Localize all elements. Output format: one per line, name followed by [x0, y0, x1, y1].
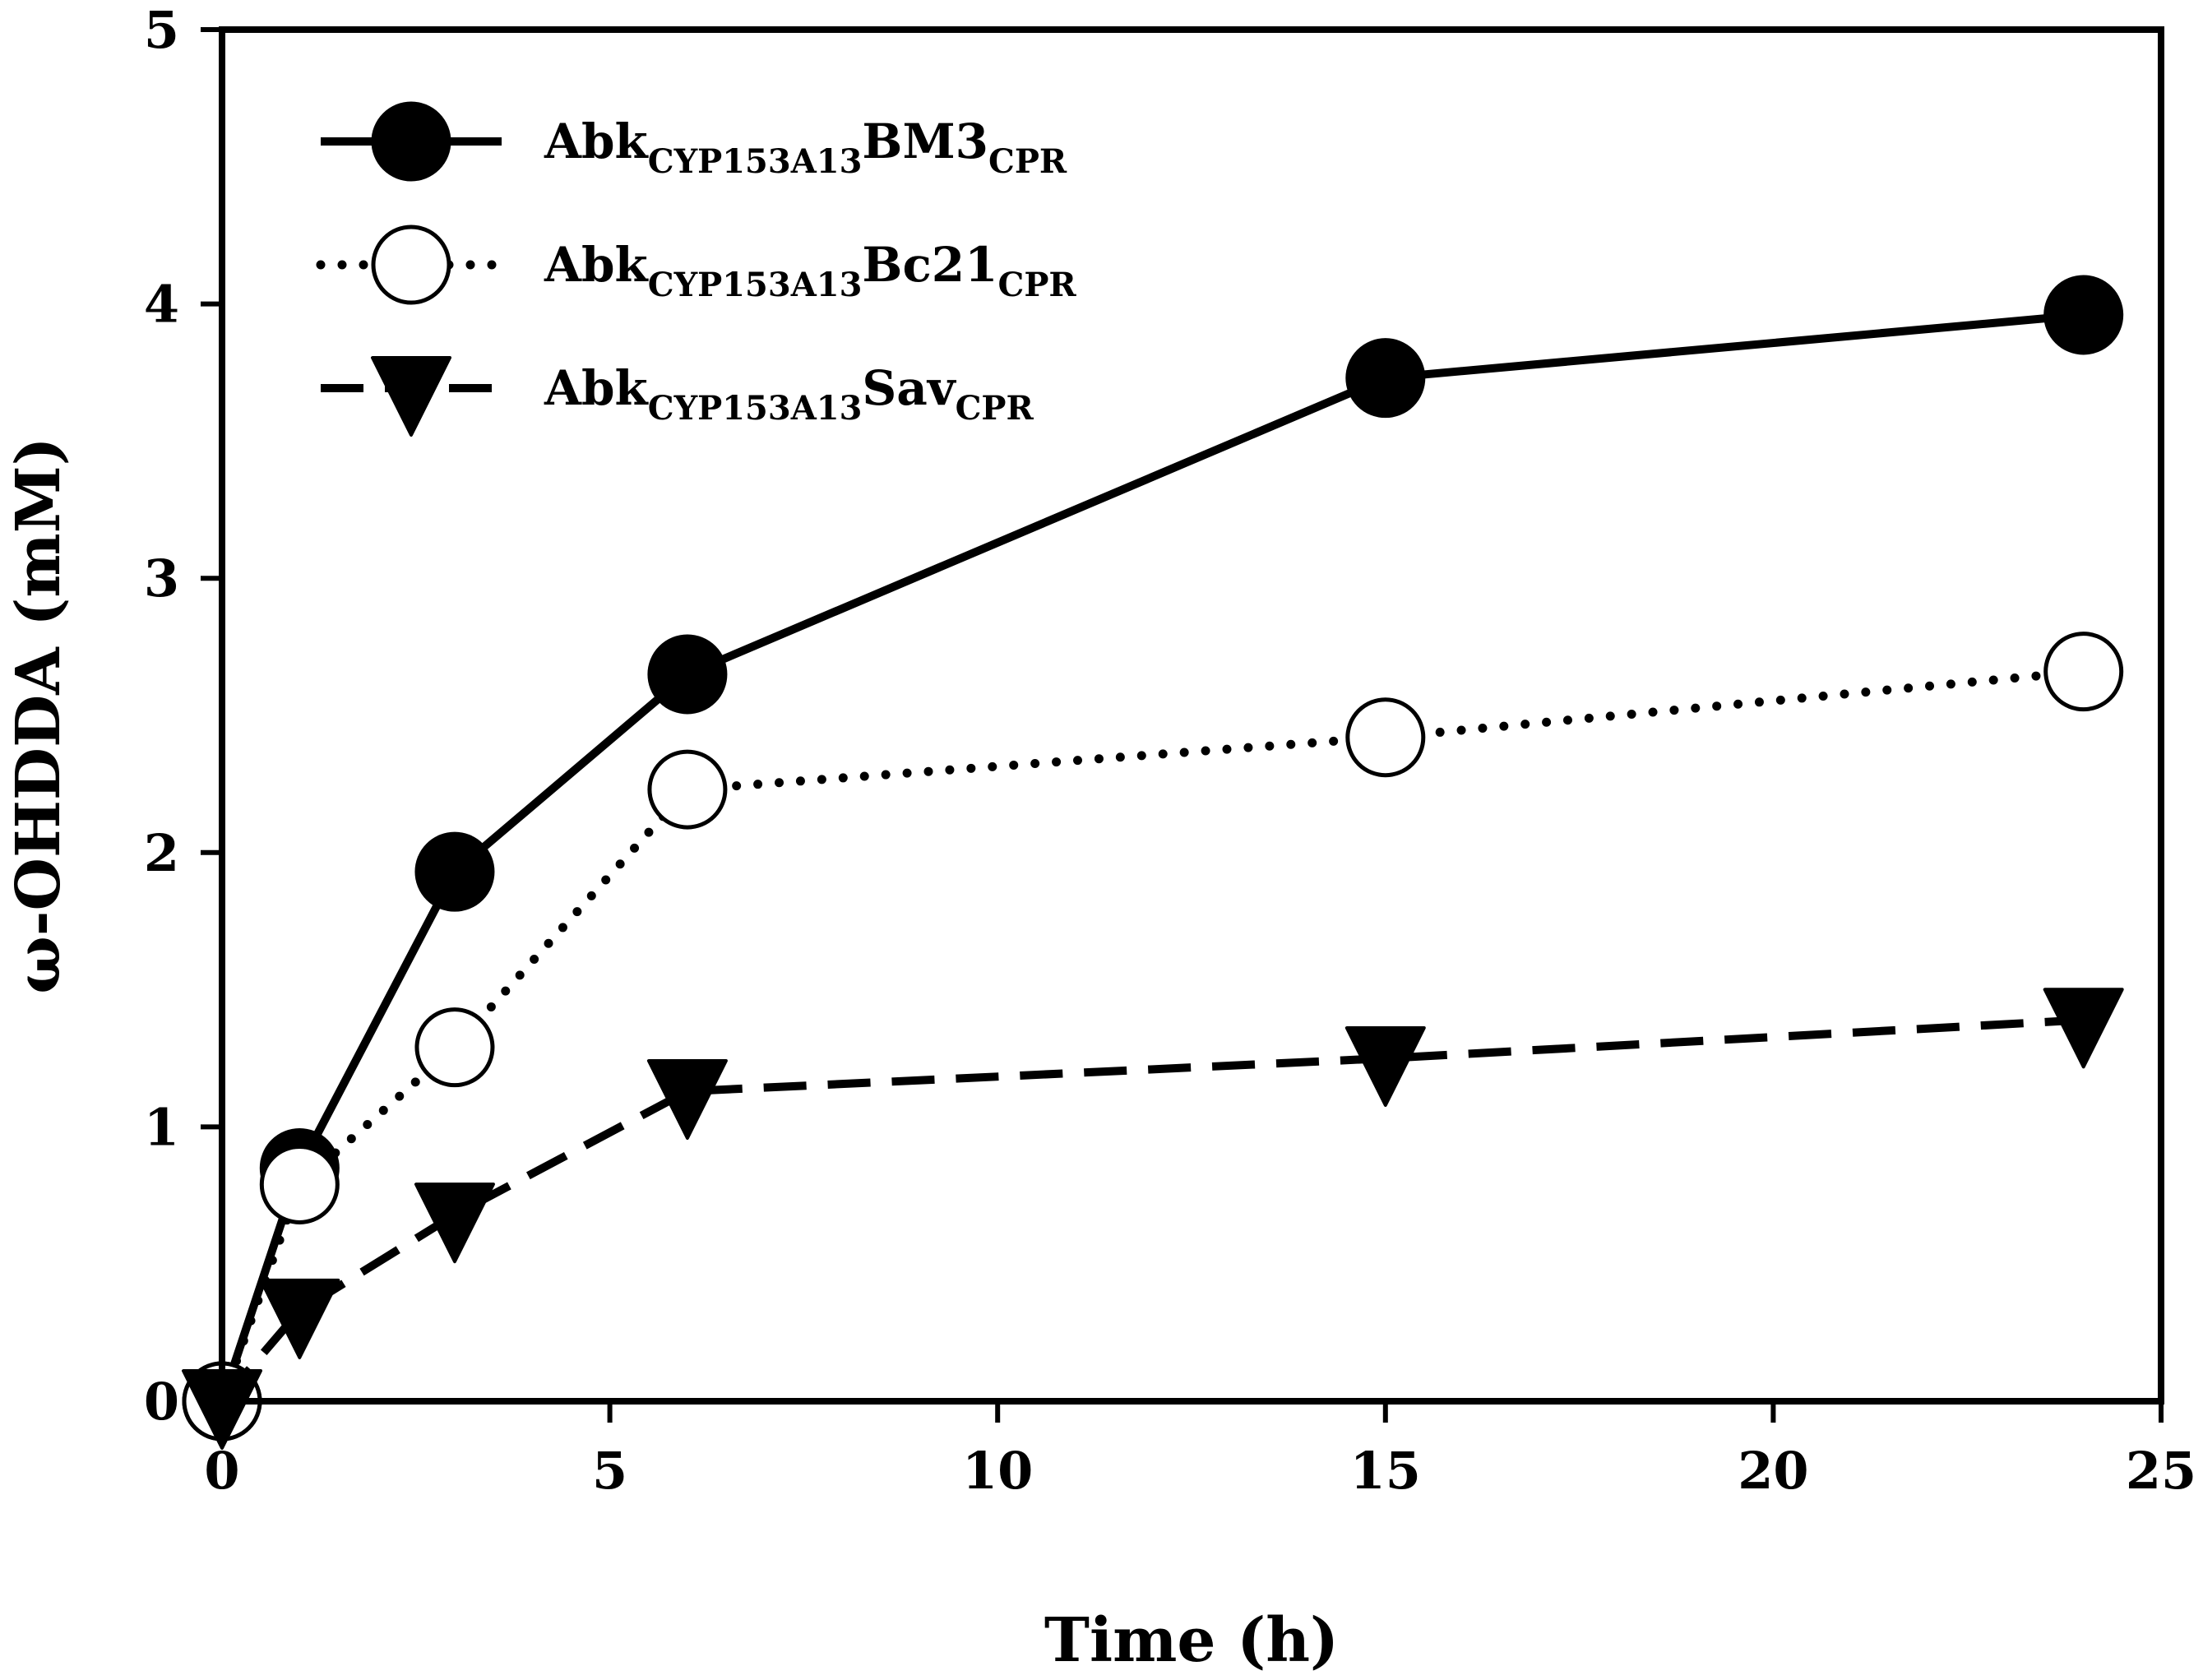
- legend-label-1: AbkCYP153A13Bc21CPR: [544, 237, 1076, 304]
- y-axis-title: ω-OHDDA (mM): [3, 437, 74, 993]
- x-tick-label-1: 5: [592, 1441, 627, 1501]
- x-axis-title: Time (h): [1044, 1605, 1339, 1676]
- legend-label-2-mid: Sav: [862, 360, 956, 416]
- y-tick-label-2: 2: [144, 823, 179, 883]
- legend-label-1-sub2: CPR: [997, 266, 1076, 304]
- legend-label-0-sub1: CYP153A13: [648, 142, 863, 181]
- legend-label-2: AbkCYP153A13SavCPR: [544, 360, 1034, 428]
- legend-label-0: AbkCYP153A13BM3CPR: [544, 113, 1067, 181]
- x-tick-label-4: 20: [1738, 1441, 1808, 1501]
- legend-label-1-mid: Bc21: [862, 237, 997, 293]
- y-tick-label-5: 5: [144, 0, 179, 60]
- axis-ticks: 0 5 10 15 20 25 0 1 2 3 4 5: [144, 0, 2196, 1501]
- legend-marker-2: [371, 356, 451, 437]
- series-1-point-5: [2043, 632, 2124, 712]
- x-tick-label-3: 15: [1350, 1441, 1421, 1501]
- series-1-point-3: [647, 749, 728, 830]
- series-2-point-5: [2043, 988, 2124, 1069]
- legend-label-2-sub2: CPR: [956, 389, 1034, 428]
- y-tick-label-3: 3: [144, 548, 179, 609]
- series-2-point-1: [259, 1278, 340, 1359]
- series-0-point-4: [1345, 338, 1426, 419]
- legend-label-1-sub1: CYP153A13: [648, 266, 863, 304]
- series-line-2: [219, 1016, 2084, 1405]
- plot-area-frame: [219, 26, 2164, 1405]
- series-lines: [217, 310, 2089, 1406]
- series-0-point-2: [414, 831, 495, 912]
- legend-label-2-base: Abk: [544, 360, 650, 416]
- series-1-point-2: [414, 1007, 495, 1088]
- series-markers: [182, 275, 2124, 1450]
- series-1-point-1: [259, 1144, 340, 1224]
- series-line-0: [218, 310, 2085, 1403]
- y-tick-label-4: 4: [144, 275, 179, 335]
- legend-label-0-sub2: CPR: [988, 142, 1067, 181]
- legend-marker-1: [371, 224, 451, 305]
- legend-label-1-base: Abk: [544, 237, 650, 293]
- legend-marker-0: [371, 101, 451, 182]
- series-1-point-4: [1345, 697, 1426, 778]
- legend-label-2-sub1: CYP153A13: [648, 389, 863, 428]
- series-0-point-5: [2043, 275, 2124, 355]
- legend-label-0-mid: BM3: [862, 113, 988, 169]
- x-tick-label-5: 25: [2126, 1441, 2196, 1501]
- y-tick-label-0: 0: [144, 1372, 179, 1432]
- legend: AbkCYP153A13BM3CPRAbkCYP153A13Bc21CPRAbk…: [316, 101, 1076, 437]
- series-2-point-2: [414, 1182, 495, 1264]
- x-tick-label-2: 10: [962, 1441, 1033, 1501]
- series-2-point-4: [1344, 1026, 1426, 1107]
- legend-label-0-base: Abk: [544, 113, 650, 169]
- x-tick-label-0: 0: [204, 1441, 239, 1501]
- series-0-point-3: [647, 634, 728, 715]
- y-tick-label-1: 1: [144, 1097, 179, 1157]
- series-2-point-3: [646, 1059, 728, 1141]
